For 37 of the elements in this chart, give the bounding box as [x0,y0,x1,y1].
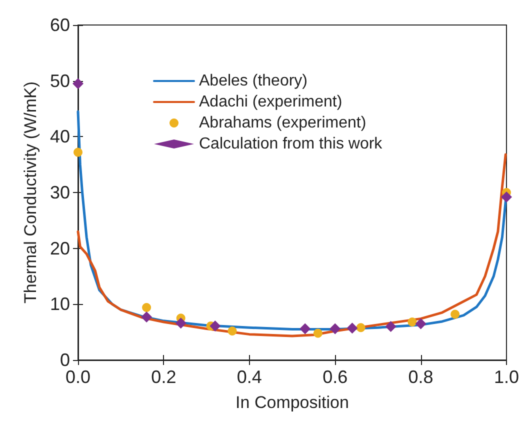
legend-label: Calculation from this work [199,136,384,152]
point [408,318,417,327]
line-series [76,153,507,338]
x-tick-label: 0.0 [65,367,91,387]
point [330,323,341,334]
y-tick-label: 50 [50,70,70,91]
point [346,322,358,334]
point [210,320,221,332]
point [356,323,366,332]
point [74,148,82,157]
y-tick-label: 60 [50,15,70,35]
point [300,323,311,334]
point [313,328,322,338]
point [72,78,84,90]
point [500,191,512,202]
x-tick-label: 0.4 [236,367,262,387]
y-tick-label: 30 [50,182,70,202]
point [415,318,426,330]
point [450,310,460,319]
x-tick-label: 0.6 [322,367,348,387]
x-tick-label: 1.0 [494,367,520,387]
point [142,303,152,312]
legend-label: Adachi (experiment) [199,94,342,110]
legend-label: Abeles (theory) [199,72,308,90]
point [141,312,152,323]
y-tick-label: 20 [50,238,70,258]
y-tick-label: 10 [50,294,70,314]
y-tick-label: 0 [60,350,70,370]
point [175,318,186,329]
legend-label: Abrahams (experiment) [199,114,366,132]
y-axis-title: Thermal Conductivity (W/mK) [21,82,40,304]
point [228,326,237,336]
x-tick-label: 0.8 [408,367,434,387]
x-axis-title: In Composition [236,393,349,412]
y-tick-label: 40 [50,126,70,147]
x-tick-label: 0.2 [151,367,176,387]
point [385,321,396,332]
